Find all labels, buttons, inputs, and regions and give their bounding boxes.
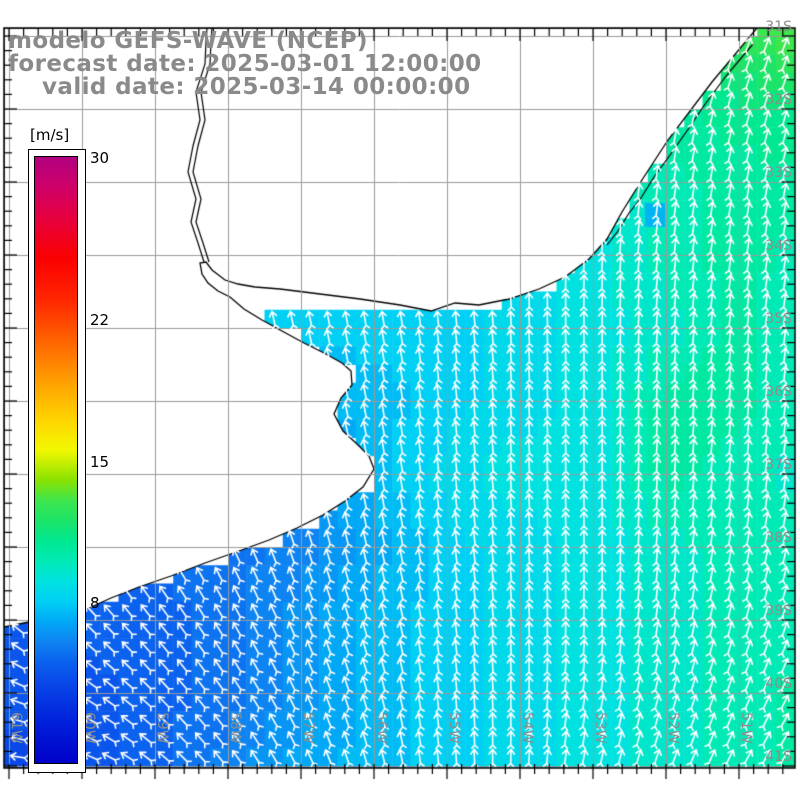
lon-label-58W: 58W [227, 712, 243, 744]
lat-label-35S: 35S [765, 311, 792, 327]
colorbar-unit-label: [m/s] [30, 126, 70, 144]
colorbar [28, 149, 86, 773]
lon-label-57W: 57W [300, 712, 316, 744]
valid-date: valid date: 2025-03-14 00:00:00 [42, 74, 471, 100]
lat-label-40S: 40S [765, 676, 792, 692]
lon-label-59W: 59W [154, 712, 170, 744]
lat-label-39S: 39S [765, 603, 792, 619]
lon-label-56W: 56W [373, 712, 389, 744]
model-title: modelo GEFS-WAVE (NCEP) [8, 28, 368, 54]
lat-label-34S: 34S [765, 238, 792, 254]
colorbar-tick-8: 8 [90, 594, 100, 613]
lon-label-51W: 51W [738, 712, 754, 744]
lon-label-55W: 55W [446, 712, 462, 744]
lat-label-37S: 37S [765, 457, 792, 473]
colorbar-tick-22: 22 [90, 310, 110, 329]
lat-label-33S: 33S [765, 165, 792, 181]
lon-label-54W: 54W [519, 712, 535, 744]
lat-label-32S: 32S [765, 92, 792, 108]
forecast-date: forecast date: 2025-03-01 12:00:00 [8, 51, 482, 77]
lat-label-41S: 41S [765, 749, 792, 765]
colorbar-gradient [34, 156, 78, 764]
colorbar-tick-30: 30 [90, 149, 110, 167]
lat-label-31S: 31S [765, 19, 792, 35]
lon-label-52W: 52W [665, 712, 681, 744]
lon-label-53W: 53W [592, 712, 608, 744]
colorbar-tick-15: 15 [90, 452, 110, 471]
lat-label-36S: 36S [765, 384, 792, 400]
lon-label-61W: 61W [8, 712, 24, 744]
lat-label-38S: 38S [765, 530, 792, 546]
